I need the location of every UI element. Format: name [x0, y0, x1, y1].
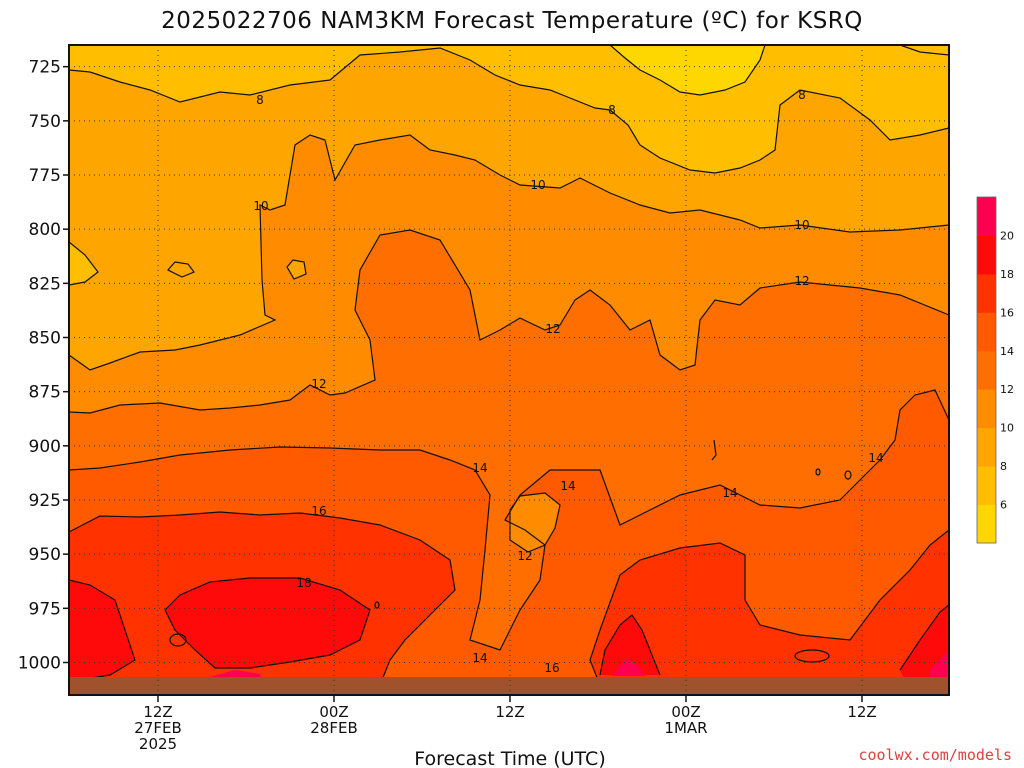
colorbar: 6 8 10 12 14 16 18 20	[976, 196, 1014, 544]
y-tick-label-775: 775	[29, 166, 61, 186]
colorbar-label-14: 14	[1000, 345, 1014, 358]
y-tick-label-750: 750	[29, 112, 61, 132]
x-tick-label-3-0: 00Z	[671, 703, 700, 721]
x-tick-label-2-0: 12Z	[495, 703, 524, 721]
colorbar-swatch-3	[977, 389, 996, 429]
contour-label-12-8: 12	[794, 274, 809, 288]
colorbar-swatch-0	[977, 504, 996, 544]
y-tick-label-950: 950	[29, 545, 61, 565]
band-20-plus	[612, 658, 645, 676]
contour-label-14-11: 14	[560, 479, 575, 493]
plot-frame	[68, 44, 950, 696]
contour-labels: 8 8 8 10 10 10 12 12 12 12 14 14 14 14 14 16 16 18	[253, 88, 883, 675]
contour-label-12-9: 12	[517, 549, 532, 563]
colorbar-swatch-2	[977, 427, 996, 467]
colorbar-swatch-8	[977, 197, 996, 236]
y-tick-label-850: 850	[29, 329, 61, 349]
contour-label-14-14: 14	[472, 651, 487, 665]
contour-label-12-7: 12	[545, 322, 560, 336]
contour-label-10-3: 10	[253, 199, 268, 213]
contour-label-10-4: 10	[530, 178, 545, 192]
pocket-810-a	[167, 261, 195, 278]
colorbar-swatch-5	[977, 312, 996, 352]
colorbar-label-16: 16	[1000, 306, 1014, 319]
contour-label-16-16: 16	[544, 661, 559, 675]
x-tick-label-3-1: 1MAR	[664, 719, 707, 737]
y-tick-label-1000: 1000	[18, 654, 61, 674]
colorbar-swatch-6	[977, 273, 996, 313]
contour-label-10-5: 10	[794, 218, 809, 232]
pocket-left-800	[69, 242, 98, 285]
band-18-20-left	[69, 580, 135, 680]
contour-label-8-1: 8	[608, 103, 616, 117]
colorbar-label-20: 20	[1000, 229, 1014, 242]
x-tick-label-0-0: 12Z	[143, 703, 172, 721]
x-axis-title: Forecast Time (UTC)	[414, 748, 605, 768]
y-tick-label-900: 900	[29, 437, 61, 457]
credit-text[interactable]: coolwx.com/models	[858, 746, 1012, 764]
x-tick-label-0-2: 2025	[139, 735, 177, 753]
cool-pocket-925	[509, 492, 561, 553]
band-18-20-mid	[600, 615, 660, 675]
contour-label-12-6: 12	[311, 377, 326, 391]
y-tick-label-725: 725	[29, 58, 61, 78]
grid-lines	[69, 45, 949, 695]
colorbar-swatch-1	[977, 466, 996, 506]
colorbar-label-10: 10	[1000, 422, 1014, 435]
colorbar-frame	[976, 196, 997, 544]
colorbar-label-6: 6	[1000, 499, 1007, 512]
x-tick-label-1-0: 00Z	[319, 703, 348, 721]
y-tick-label-875: 875	[29, 383, 61, 403]
x-tick-label-4-0: 12Z	[847, 703, 876, 721]
y-tick-label-975: 975	[29, 599, 61, 619]
colorbar-swatch-4	[977, 350, 996, 390]
band-18-20-center	[165, 578, 370, 668]
y-tick-label-800: 800	[29, 220, 61, 240]
contour-label-8-2: 8	[798, 88, 806, 102]
contour-label-14-10: 14	[472, 461, 487, 475]
colorbar-label-18: 18	[1000, 268, 1014, 281]
chart-title: 2025022706 NAM3KM Forecast Temperature (…	[161, 8, 863, 34]
band-4-6	[610, 45, 765, 95]
y-axis: 725 750 775 800 825 850 875 900 925 950 975 1000	[18, 58, 69, 674]
band-20-plus-right	[930, 650, 949, 680]
contour-label-14-13: 14	[868, 451, 883, 465]
band-18-20-right	[900, 605, 949, 680]
colorbar-label-12: 12	[1000, 383, 1014, 396]
contour-label-18-17: 18	[296, 576, 311, 590]
colorbar-label-8: 8	[1000, 460, 1007, 473]
contour-label-8-0: 8	[256, 93, 264, 107]
ground-layer	[69, 677, 949, 695]
y-tick-label-925: 925	[29, 491, 61, 511]
pocket-810-b	[286, 259, 307, 280]
y-tick-label-825: 825	[29, 274, 61, 294]
contour-label-16-15: 16	[311, 504, 326, 518]
colorbar-swatch-7	[977, 235, 996, 275]
x-tick-label-0-1: 27FEB	[134, 719, 181, 737]
x-tick-label-1-1: 28FEB	[310, 719, 357, 737]
temperature-fill	[69, 45, 949, 695]
contour-label-14-12: 14	[722, 486, 737, 500]
